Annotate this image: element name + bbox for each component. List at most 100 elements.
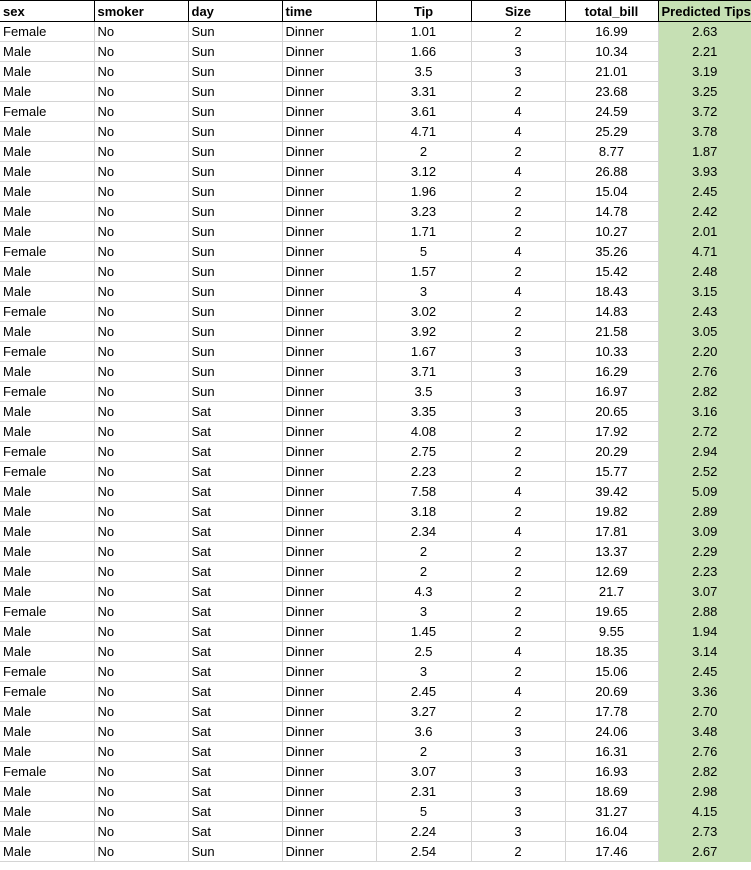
time-cell[interactable]: Dinner bbox=[282, 201, 377, 222]
predicted-tips-cell[interactable]: 2.21 bbox=[658, 41, 751, 62]
predicted-tips-cell[interactable]: 2.73 bbox=[658, 821, 751, 842]
time-cell[interactable]: Dinner bbox=[282, 641, 377, 662]
predicted-tips-cell[interactable]: 2.98 bbox=[658, 781, 751, 802]
day-cell[interactable]: Sun bbox=[188, 241, 283, 262]
size-cell[interactable]: 4 bbox=[471, 121, 566, 142]
predicted-tips-cell[interactable]: 2.76 bbox=[658, 361, 751, 382]
smoker-cell[interactable]: No bbox=[94, 381, 189, 402]
sex-cell[interactable]: Male bbox=[0, 481, 95, 502]
smoker-cell[interactable]: No bbox=[94, 781, 189, 802]
time-cell[interactable]: Dinner bbox=[282, 401, 377, 422]
time-cell[interactable]: Dinner bbox=[282, 741, 377, 762]
day-cell[interactable]: Sun bbox=[188, 101, 283, 122]
tip-cell[interactable]: 1.96 bbox=[376, 181, 472, 202]
day-cell[interactable]: Sat bbox=[188, 661, 283, 682]
total-bill-cell[interactable]: 16.97 bbox=[565, 381, 659, 402]
predicted-tips-cell[interactable]: 2.67 bbox=[658, 841, 751, 862]
total-bill-cell[interactable]: 25.29 bbox=[565, 121, 659, 142]
day-cell[interactable]: Sat bbox=[188, 721, 283, 742]
size-cell[interactable]: 2 bbox=[471, 301, 566, 322]
predicted-tips-cell[interactable]: 2.89 bbox=[658, 501, 751, 522]
smoker-cell[interactable]: No bbox=[94, 541, 189, 562]
total-bill-cell[interactable]: 21.58 bbox=[565, 321, 659, 342]
size-cell[interactable]: 2 bbox=[471, 841, 566, 862]
size-cell[interactable]: 2 bbox=[471, 661, 566, 682]
predicted-tips-cell[interactable]: 3.14 bbox=[658, 641, 751, 662]
day-cell[interactable]: Sun bbox=[188, 141, 283, 162]
day-cell[interactable]: Sat bbox=[188, 481, 283, 502]
tip-cell[interactable]: 3.31 bbox=[376, 81, 472, 102]
total-bill-cell[interactable]: 20.29 bbox=[565, 441, 659, 462]
tip-cell[interactable]: 4.3 bbox=[376, 581, 472, 602]
total-bill-cell[interactable]: 18.69 bbox=[565, 781, 659, 802]
smoker-cell[interactable]: No bbox=[94, 701, 189, 722]
size-cell[interactable]: 2 bbox=[471, 421, 566, 442]
total-bill-cell[interactable]: 16.04 bbox=[565, 821, 659, 842]
time-cell[interactable]: Dinner bbox=[282, 601, 377, 622]
size-cell[interactable]: 3 bbox=[471, 61, 566, 82]
sex-cell[interactable]: Female bbox=[0, 381, 95, 402]
tip-cell[interactable]: 3.61 bbox=[376, 101, 472, 122]
sex-cell[interactable]: Male bbox=[0, 701, 95, 722]
size-cell[interactable]: 2 bbox=[471, 261, 566, 282]
sex-cell[interactable]: Male bbox=[0, 141, 95, 162]
tip-cell[interactable]: 4.71 bbox=[376, 121, 472, 142]
smoker-cell[interactable]: No bbox=[94, 181, 189, 202]
predicted-tips-cell[interactable]: 5.09 bbox=[658, 481, 751, 502]
time-cell[interactable]: Dinner bbox=[282, 561, 377, 582]
column-header-total-bill[interactable]: total_bill bbox=[565, 0, 659, 22]
sex-cell[interactable]: Female bbox=[0, 101, 95, 122]
total-bill-cell[interactable]: 10.27 bbox=[565, 221, 659, 242]
time-cell[interactable]: Dinner bbox=[282, 241, 377, 262]
sex-cell[interactable]: Male bbox=[0, 821, 95, 842]
time-cell[interactable]: Dinner bbox=[282, 301, 377, 322]
total-bill-cell[interactable]: 20.65 bbox=[565, 401, 659, 422]
day-cell[interactable]: Sat bbox=[188, 561, 283, 582]
time-cell[interactable]: Dinner bbox=[282, 261, 377, 282]
size-cell[interactable]: 3 bbox=[471, 761, 566, 782]
smoker-cell[interactable]: No bbox=[94, 641, 189, 662]
total-bill-cell[interactable]: 16.31 bbox=[565, 741, 659, 762]
total-bill-cell[interactable]: 10.33 bbox=[565, 341, 659, 362]
day-cell[interactable]: Sat bbox=[188, 401, 283, 422]
tip-cell[interactable]: 3 bbox=[376, 601, 472, 622]
time-cell[interactable]: Dinner bbox=[282, 461, 377, 482]
sex-cell[interactable]: Female bbox=[0, 681, 95, 702]
total-bill-cell[interactable]: 10.34 bbox=[565, 41, 659, 62]
day-cell[interactable]: Sat bbox=[188, 701, 283, 722]
total-bill-cell[interactable]: 26.88 bbox=[565, 161, 659, 182]
time-cell[interactable]: Dinner bbox=[282, 541, 377, 562]
size-cell[interactable]: 4 bbox=[471, 481, 566, 502]
sex-cell[interactable]: Male bbox=[0, 221, 95, 242]
tip-cell[interactable]: 3.5 bbox=[376, 381, 472, 402]
day-cell[interactable]: Sat bbox=[188, 741, 283, 762]
size-cell[interactable]: 3 bbox=[471, 361, 566, 382]
total-bill-cell[interactable]: 31.27 bbox=[565, 801, 659, 822]
smoker-cell[interactable]: No bbox=[94, 481, 189, 502]
predicted-tips-cell[interactable]: 3.16 bbox=[658, 401, 751, 422]
time-cell[interactable]: Dinner bbox=[282, 101, 377, 122]
predicted-tips-cell[interactable]: 2.23 bbox=[658, 561, 751, 582]
size-cell[interactable]: 2 bbox=[471, 21, 566, 42]
tip-cell[interactable]: 3.27 bbox=[376, 701, 472, 722]
total-bill-cell[interactable]: 16.29 bbox=[565, 361, 659, 382]
tip-cell[interactable]: 7.58 bbox=[376, 481, 472, 502]
day-cell[interactable]: Sun bbox=[188, 261, 283, 282]
sex-cell[interactable]: Male bbox=[0, 781, 95, 802]
tip-cell[interactable]: 5 bbox=[376, 801, 472, 822]
tip-cell[interactable]: 3.18 bbox=[376, 501, 472, 522]
time-cell[interactable]: Dinner bbox=[282, 581, 377, 602]
total-bill-cell[interactable]: 8.77 bbox=[565, 141, 659, 162]
predicted-tips-cell[interactable]: 2.29 bbox=[658, 541, 751, 562]
smoker-cell[interactable]: No bbox=[94, 81, 189, 102]
day-cell[interactable]: Sat bbox=[188, 421, 283, 442]
tip-cell[interactable]: 3 bbox=[376, 661, 472, 682]
day-cell[interactable]: Sat bbox=[188, 501, 283, 522]
tip-cell[interactable]: 2 bbox=[376, 741, 472, 762]
total-bill-cell[interactable]: 15.04 bbox=[565, 181, 659, 202]
day-cell[interactable]: Sun bbox=[188, 81, 283, 102]
sex-cell[interactable]: Male bbox=[0, 501, 95, 522]
smoker-cell[interactable]: No bbox=[94, 561, 189, 582]
day-cell[interactable]: Sat bbox=[188, 581, 283, 602]
size-cell[interactable]: 4 bbox=[471, 641, 566, 662]
